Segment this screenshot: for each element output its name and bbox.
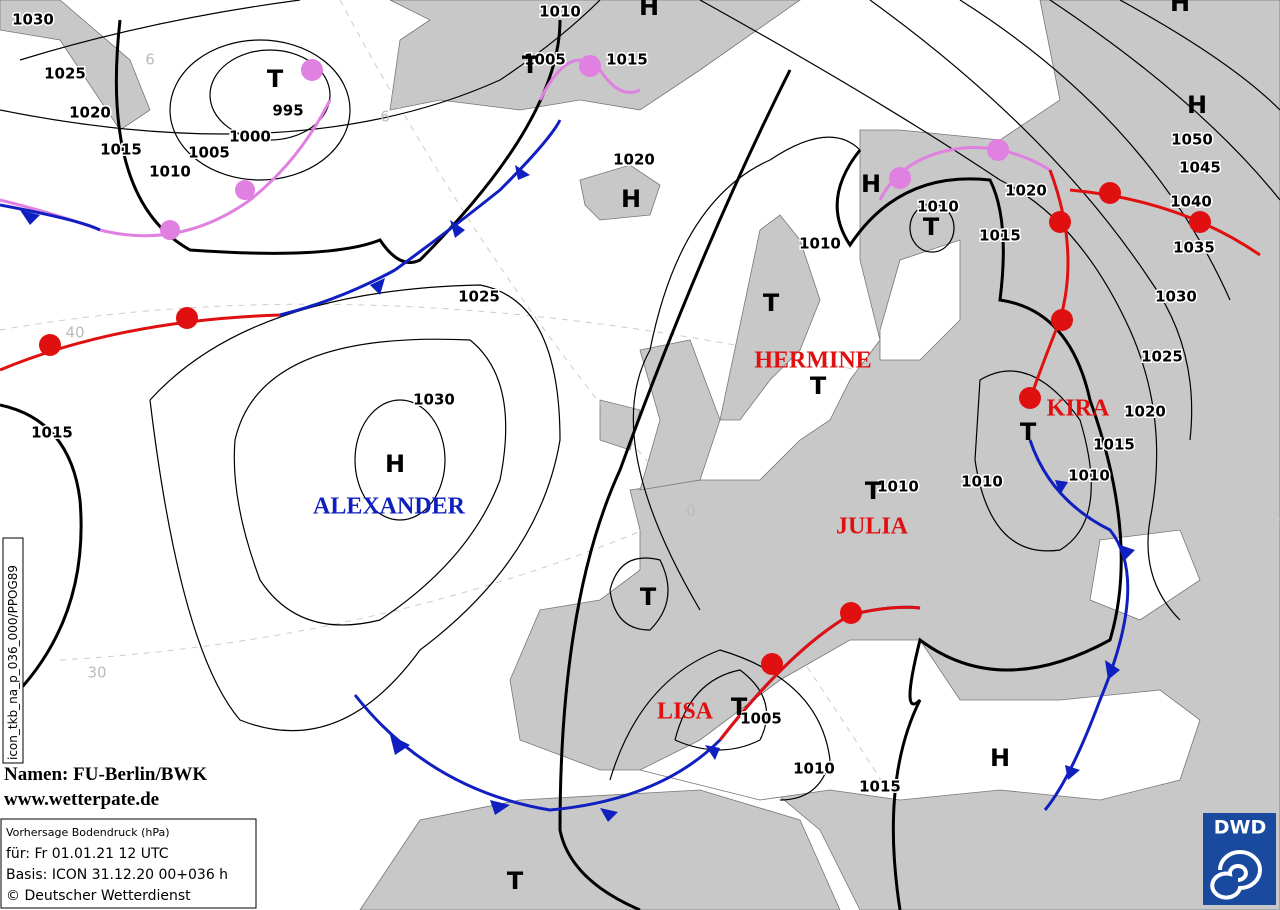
info-line: Vorhersage Bodendruck (hPa) (6, 826, 170, 839)
isobar-label: 1010 (917, 198, 959, 216)
pressure-center: T (1020, 418, 1037, 446)
isobar-label: 1020 (1005, 182, 1047, 200)
grid-label: 30 (87, 664, 106, 682)
pressure-center: T (923, 213, 940, 241)
isobar-label: 1010 (961, 473, 1003, 491)
grid-label: 40 (65, 324, 84, 342)
pressure-center: T (522, 51, 539, 79)
system-name: ALEXANDER (313, 494, 466, 520)
pressure-center: T (507, 867, 524, 895)
pressure-center: H (621, 185, 641, 213)
info-line: © Deutscher Wetterdienst (6, 888, 191, 904)
pressure-center: H (385, 450, 405, 478)
isobar-label: 1050 (1171, 131, 1213, 149)
grid-label: 6 (380, 108, 390, 126)
isobar-label: 1030 (12, 11, 54, 29)
pressure-center: T (267, 65, 284, 93)
isobar-label: 1010 (877, 478, 919, 496)
system-name: JULIA (836, 514, 909, 540)
dwd-logo: DWD (1203, 813, 1276, 905)
credit: Namen: FU-Berlin/BWK (4, 764, 207, 785)
pressure-center: H (639, 0, 659, 21)
inland-seas (638, 239, 1201, 801)
isobar-label: 1020 (69, 104, 111, 122)
isobar-label: 1015 (31, 424, 73, 442)
system-name: KIRA (1047, 396, 1110, 422)
isobar-label: 1040 (1170, 193, 1212, 211)
isobar-label: 1010 (539, 3, 581, 21)
isobar-label: 1010 (149, 163, 191, 181)
isobar-label: 1015 (100, 141, 142, 159)
isobar-label: 1005 (740, 710, 782, 728)
pressure-center: H (1187, 91, 1207, 119)
isobar-label: 1025 (1141, 348, 1183, 366)
isobar-label: 1010 (793, 760, 835, 778)
isobar-label: 1035 (1173, 239, 1215, 257)
isobar-label: 1025 (44, 65, 86, 83)
info-line: Basis: ICON 31.12.20 00+036 h (6, 867, 228, 883)
fronts (0, 55, 1261, 822)
isobar-label: 1000 (229, 128, 271, 146)
isobar-label: 995 (272, 102, 303, 120)
isobar-label: 1010 (1068, 467, 1110, 485)
side-label: icon_tkb_na_p_036_000/PPOG89 (6, 565, 20, 760)
info-box (0, 818, 257, 909)
grid-label: 0 (686, 502, 696, 520)
pressure-center: T (865, 477, 882, 505)
isobar-label: 1005 (524, 51, 566, 69)
pressure-center: H (1170, 0, 1190, 17)
isobar-label: 1015 (606, 51, 648, 69)
logo-text: DWD (1214, 817, 1267, 839)
pressure-center: T (731, 693, 748, 721)
isobar-label: 1010 (799, 235, 841, 253)
pressure-center: T (640, 583, 657, 611)
isobar-label: 1030 (413, 391, 455, 409)
info-line: für: Fr 01.01.21 12 UTC (6, 846, 169, 862)
credit: www.wetterpate.de (4, 789, 159, 810)
isobar-label: 1030 (1155, 288, 1197, 306)
isobar-label: 1005 (188, 144, 230, 162)
system-name: HERMINE (754, 348, 871, 374)
isobar-label: 1015 (859, 778, 901, 796)
pressure-center: T (763, 289, 780, 317)
isobar-label: 1045 (1179, 159, 1221, 177)
logo-swirl (1210, 850, 1262, 900)
isobar-label: 1015 (979, 227, 1021, 245)
isobar-label: 1015 (1093, 436, 1135, 454)
system-name: LISA (657, 699, 714, 725)
side-label-box (2, 537, 24, 764)
isobar-label: 1020 (1124, 403, 1166, 421)
isobar-label: 1025 (458, 288, 500, 306)
pressure-center: H (861, 170, 881, 198)
isobar-label: 1020 (613, 151, 655, 169)
grid-label: 6 (145, 51, 155, 69)
pressure-center: T (810, 372, 827, 400)
pressure-center: H (990, 744, 1010, 772)
